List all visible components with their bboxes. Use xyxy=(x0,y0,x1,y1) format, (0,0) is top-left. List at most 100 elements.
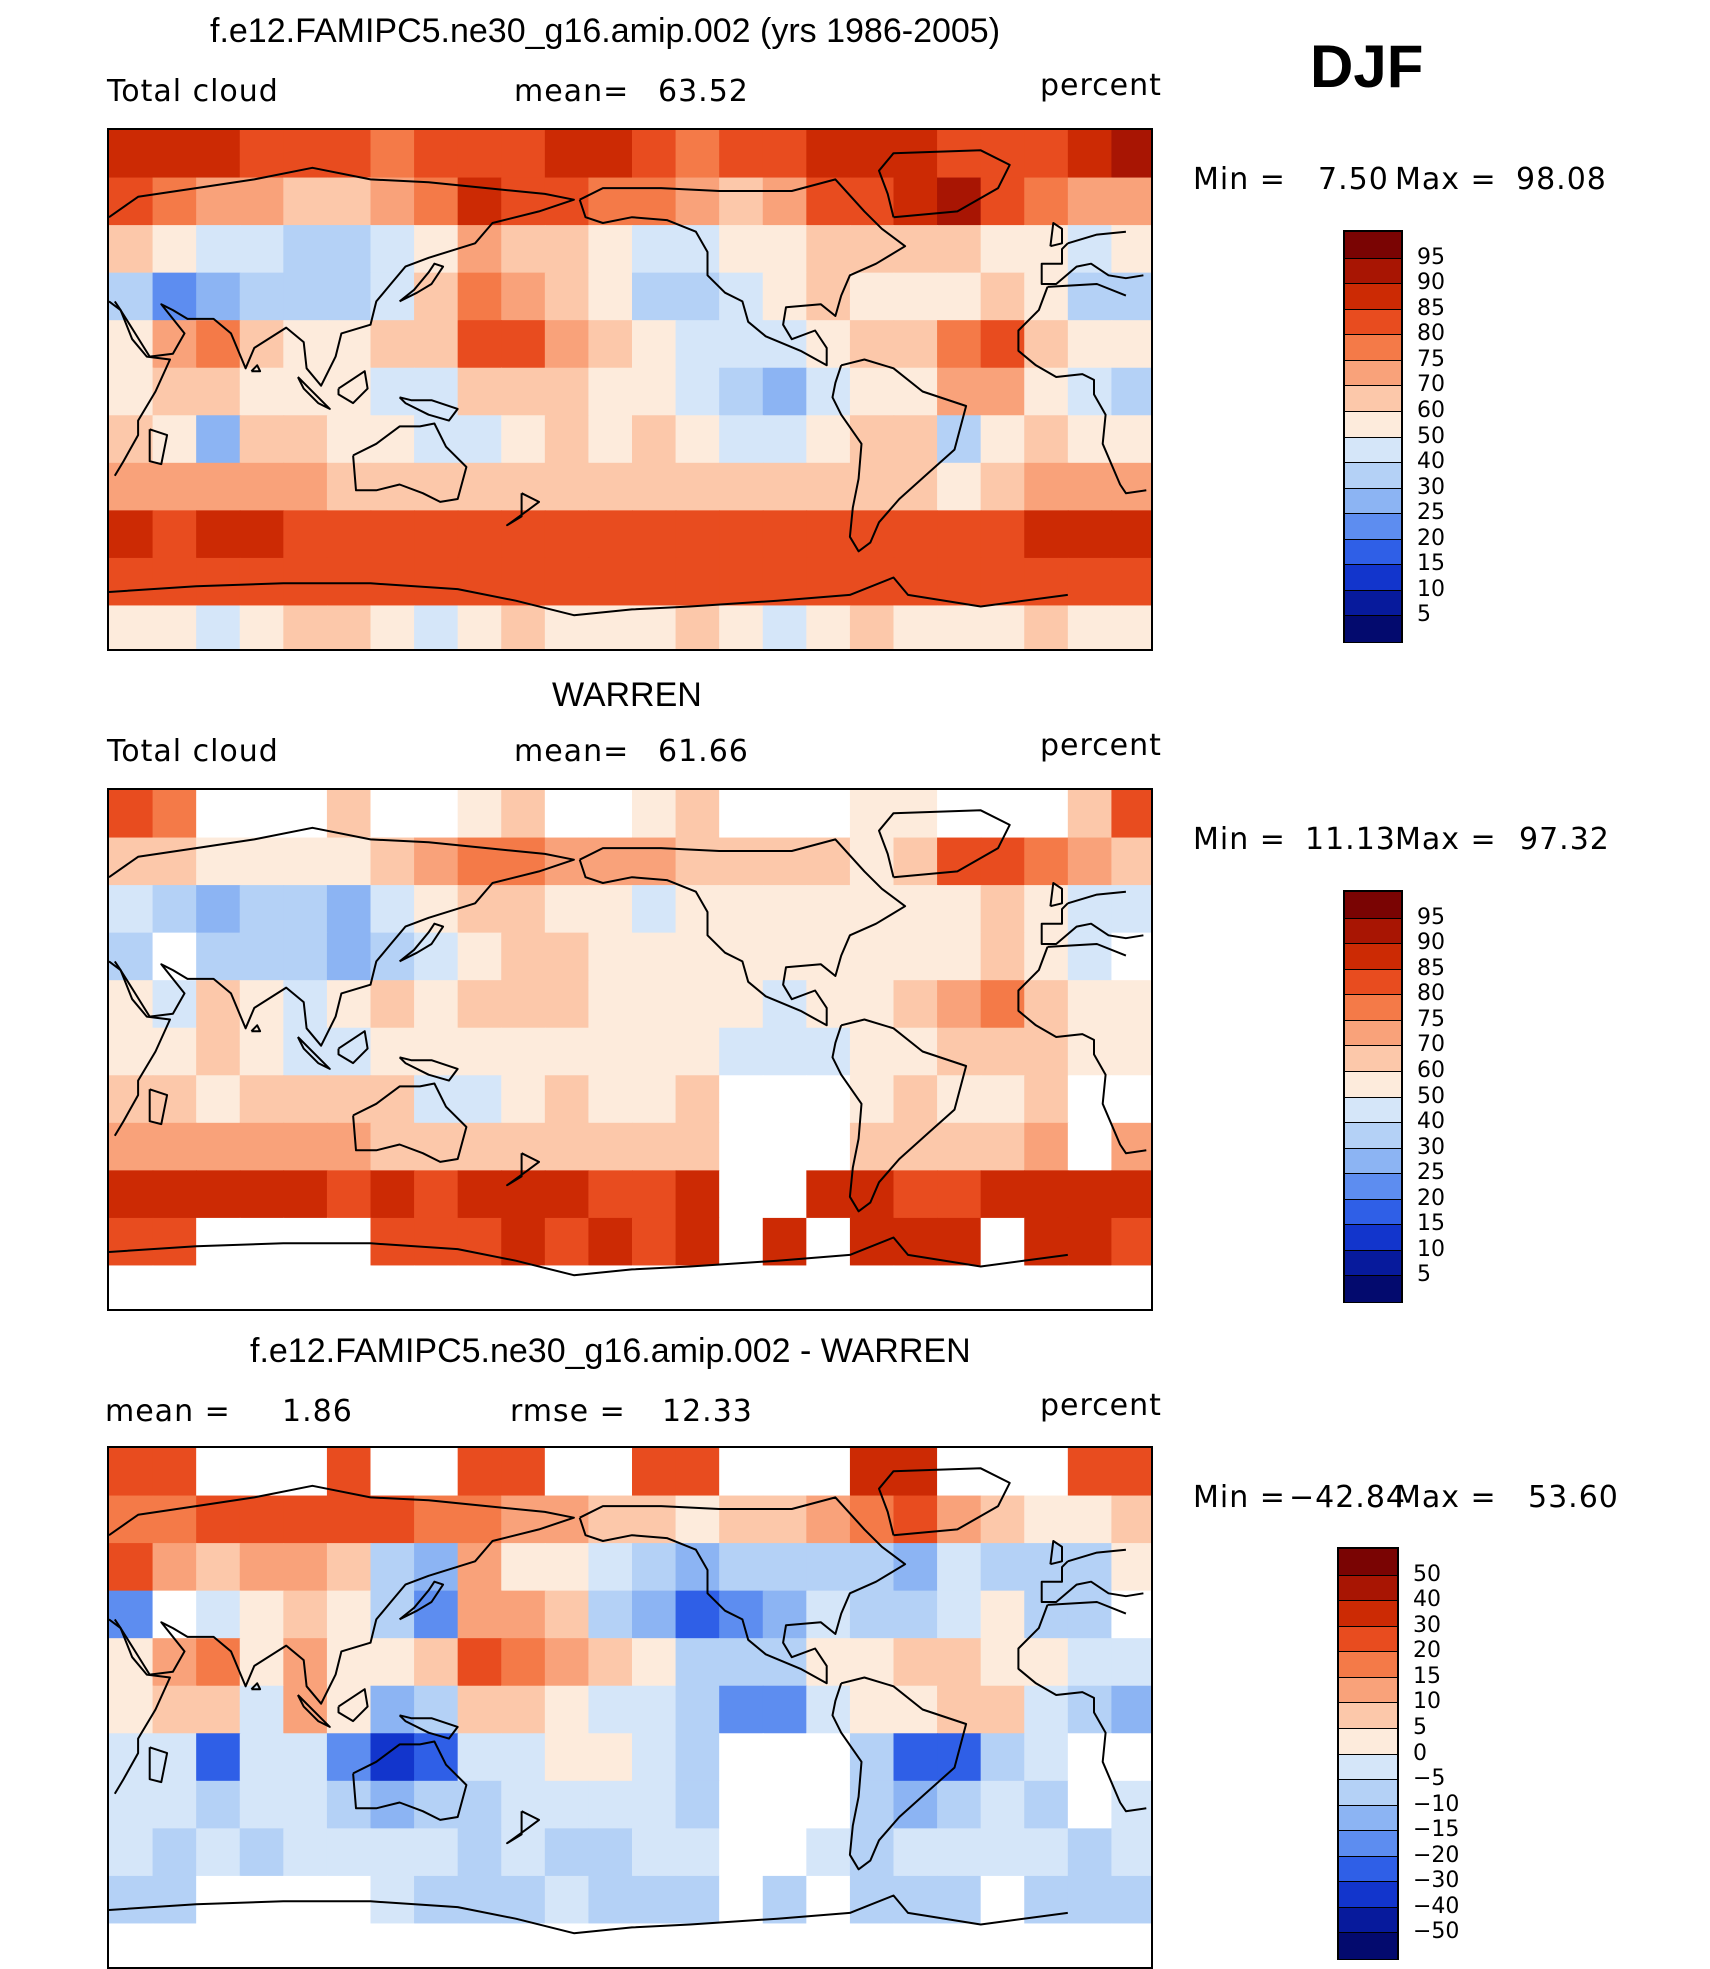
map-cell xyxy=(414,1495,459,1544)
map-cell xyxy=(152,225,197,274)
map-cell xyxy=(937,462,982,512)
map-cell xyxy=(762,415,808,464)
map-cell xyxy=(109,1265,154,1309)
map-cell xyxy=(544,932,590,981)
map-cell xyxy=(806,1217,851,1267)
map-cell xyxy=(370,837,415,886)
colorbar-box xyxy=(1345,968,1401,995)
coastline xyxy=(878,149,1011,219)
map-cell xyxy=(893,1923,938,1967)
map-cell xyxy=(980,1543,1026,1592)
coastline xyxy=(250,364,262,373)
map-cell xyxy=(196,885,241,934)
map-cell xyxy=(937,510,982,559)
colorbar-tick-label: 85 xyxy=(1417,295,1445,321)
colorbar-box xyxy=(1345,462,1401,489)
map-cell xyxy=(501,1923,546,1967)
map-cell xyxy=(370,177,415,226)
map-cell xyxy=(1024,367,1069,417)
map-cell xyxy=(588,1543,633,1592)
map-cell xyxy=(1024,130,1069,179)
map-cell xyxy=(196,320,241,369)
map-cell xyxy=(239,1495,285,1544)
map-cell xyxy=(1067,885,1113,934)
map-cell xyxy=(501,605,546,649)
map-cell xyxy=(239,790,285,839)
map-cell xyxy=(937,1265,982,1309)
map-cell xyxy=(980,1828,1026,1877)
map-cell xyxy=(457,177,503,226)
map-cell xyxy=(762,1780,808,1830)
map-cell xyxy=(675,510,720,559)
coastline xyxy=(831,1676,968,1871)
map-cell xyxy=(588,1638,633,1687)
map-cell xyxy=(588,1217,633,1267)
panel-2-title: WARREN xyxy=(552,676,702,714)
map-cell xyxy=(719,885,764,934)
map-cell xyxy=(501,1495,546,1544)
map-cell xyxy=(457,1590,503,1639)
map-cell xyxy=(893,1590,938,1639)
map-cell xyxy=(457,605,503,649)
coastline xyxy=(1049,882,1063,908)
map-cell xyxy=(675,837,720,886)
map-cell xyxy=(283,932,328,981)
map-cell xyxy=(1024,1685,1069,1735)
map-cell xyxy=(806,1828,851,1877)
map-cell xyxy=(937,1875,982,1925)
map-cell xyxy=(588,1027,633,1077)
map-cell xyxy=(675,885,720,934)
map-cell xyxy=(283,1780,328,1830)
map-cell xyxy=(588,510,633,559)
map-cell xyxy=(806,1543,851,1592)
map-cell xyxy=(501,1075,546,1124)
map-cell xyxy=(457,1170,503,1219)
map-cell xyxy=(501,510,546,559)
map-cell xyxy=(239,1733,285,1782)
colorbar-box xyxy=(1339,1753,1397,1780)
map-cell xyxy=(806,1027,851,1077)
map-cell xyxy=(632,1543,677,1592)
map-cell xyxy=(937,272,982,321)
map-cell xyxy=(501,415,546,464)
map-cell xyxy=(893,1027,938,1077)
map-cell xyxy=(239,980,285,1029)
map-cell xyxy=(457,1448,503,1497)
map-cell xyxy=(980,1265,1026,1309)
map-cell xyxy=(719,837,764,886)
colorbar-box xyxy=(1339,1855,1397,1882)
map-cell xyxy=(457,1543,503,1592)
map-cell xyxy=(414,980,459,1029)
map-cell xyxy=(326,605,372,649)
map-cell xyxy=(501,557,546,607)
map-cell xyxy=(806,932,851,981)
map-cell xyxy=(762,837,808,886)
colorbar-box xyxy=(1345,1070,1401,1097)
map-cell xyxy=(326,225,372,274)
map-cell xyxy=(675,1448,720,1497)
colorbar-tick-label: 80 xyxy=(1417,321,1445,347)
map-cell xyxy=(980,557,1026,607)
map-cell xyxy=(980,225,1026,274)
map-cell xyxy=(457,1875,503,1925)
map-cell xyxy=(980,885,1026,934)
map-cell xyxy=(980,1875,1026,1925)
map-cell xyxy=(326,1217,372,1267)
map-cell xyxy=(1067,462,1113,512)
map-cell xyxy=(152,1638,197,1687)
colorbar-tick-label: 50 xyxy=(1417,423,1445,449)
map-cell xyxy=(283,1027,328,1077)
map-cell xyxy=(109,1828,154,1877)
map-cell xyxy=(675,1638,720,1687)
map-cell xyxy=(370,1170,415,1219)
map-cell xyxy=(937,1685,982,1735)
panel-3-colorbar xyxy=(1337,1547,1399,1960)
map-cell xyxy=(196,1448,241,1497)
map-cell xyxy=(457,1217,503,1267)
map-cell xyxy=(283,272,328,321)
map-cell xyxy=(849,605,895,649)
map-cell xyxy=(719,980,764,1029)
map-cell xyxy=(762,510,808,559)
panel-2-min-label: Min = xyxy=(1193,822,1286,857)
coastline xyxy=(109,1484,1144,1705)
